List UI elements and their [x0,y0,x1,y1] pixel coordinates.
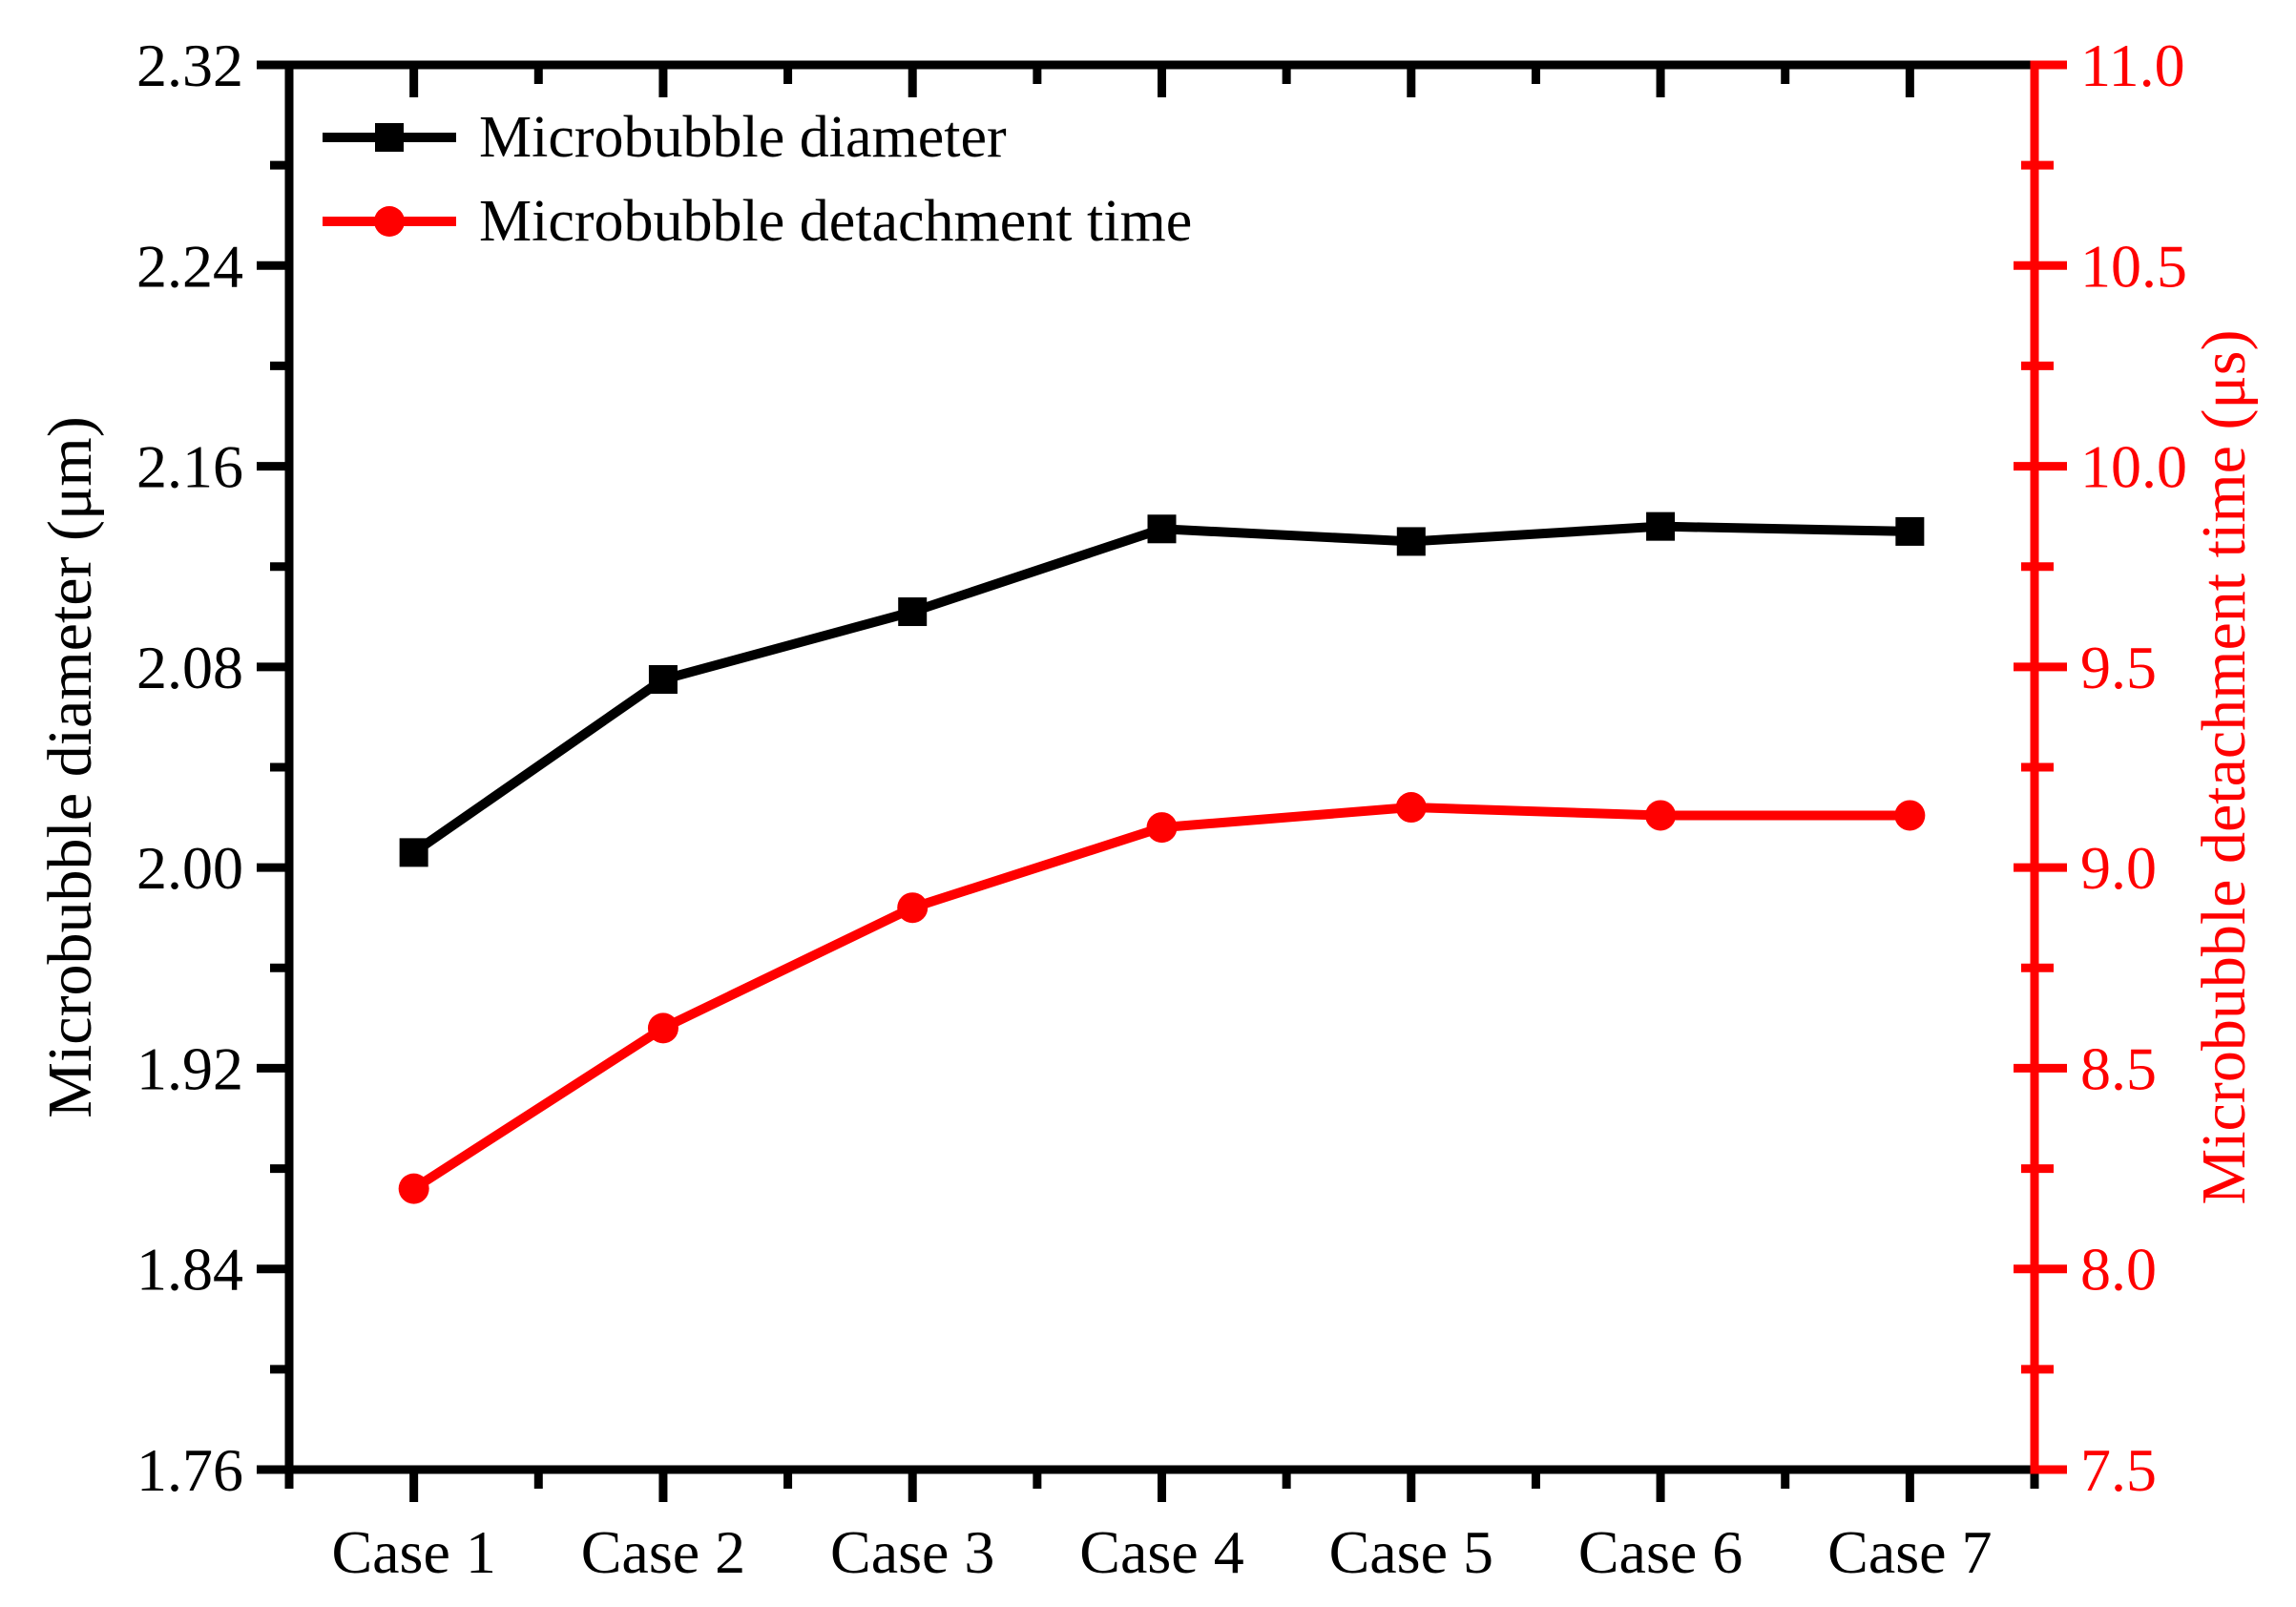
right-axis: 11.0 10.5 10.0 9.5 9.0 8.5 8.0 7.5 [2014,31,2187,1504]
square-marker-icon [898,597,928,627]
left-tick-label: 2.00 [136,834,243,902]
left-tick-label: 1.92 [136,1034,243,1102]
square-marker-icon [1646,511,1676,541]
legend-swatch-diameter [323,95,456,179]
square-marker-icon [1396,527,1426,556]
left-axis-title: Microbubble diameter (μm) [35,416,105,1117]
left-tick-label: 2.24 [136,232,243,300]
right-tick-label: 10.5 [2080,232,2187,300]
axis-titles: Microbubble diameter (μm) Microbubble det… [35,330,2259,1205]
right-tick-label: 8.5 [2080,1034,2157,1102]
left-axis: 2.32 2.24 2.16 2.08 2.00 1.92 1.84 1.76 [136,31,289,1504]
left-tick-label: 2.08 [136,634,243,701]
right-tick-label: 10.0 [2080,433,2187,501]
legend-label-diameter: Microbubble diameter [479,105,1007,170]
left-tick-label: 2.32 [136,31,243,99]
x-tick-label: Case 4 [1079,1518,1243,1586]
legend-swatch-detachment [323,179,456,263]
circle-marker-icon [398,1173,429,1204]
legend-label-detachment: Microbubble detachment time [479,189,1193,254]
right-tick-label: 9.5 [2080,634,2157,701]
x-tick-label: Case 3 [830,1518,994,1586]
series-line [410,521,1910,857]
series-detachment [398,792,1926,1204]
plot-frame [284,60,2039,1474]
circle-marker-icon [1645,800,1677,831]
circle-marker-icon [1395,792,1427,824]
legend-row-diameter: Microbubble diameter [323,95,1192,179]
right-tick-label: 7.5 [2080,1436,2157,1504]
circle-marker-icon [647,1012,678,1044]
x-tick-label: Case 5 [1329,1518,1493,1586]
right-tick-label: 11.0 [2080,31,2185,99]
x-tick-label: Case 2 [581,1518,745,1586]
legend-row-detachment: Microbubble detachment time [323,179,1192,263]
circle-marker-icon [1146,812,1178,844]
right-tick-label: 8.0 [2080,1236,2157,1304]
left-tick-label: 1.84 [136,1236,243,1304]
series-line [410,803,1910,1193]
right-axis-title: Microbubble detachment time (μs) [2189,330,2259,1205]
circle-marker-icon [897,892,929,924]
square-marker-icon [648,665,678,694]
series-diameter [399,511,1925,867]
square-marker-icon [399,838,428,867]
right-tick-label: 9.0 [2080,834,2157,902]
circle-marker-icon [1894,800,1926,831]
left-tick-label: 2.16 [136,433,243,501]
square-marker-icon [1895,516,1925,546]
left-tick-label: 1.76 [136,1436,243,1504]
legend: Microbubble diameter Microbubble detachm… [323,95,1192,263]
x-tick-label: Case 6 [1578,1518,1743,1586]
square-marker-icon [375,123,404,152]
x-tick-label: Case 1 [331,1518,495,1586]
circle-marker-icon [374,206,405,237]
x-axis: Case 1 Case 2 Case 3 Case 4 Case 5 Case 6 Case… [284,65,2039,1586]
square-marker-icon [1147,514,1177,544]
x-tick-label: Case 7 [1827,1518,1992,1586]
